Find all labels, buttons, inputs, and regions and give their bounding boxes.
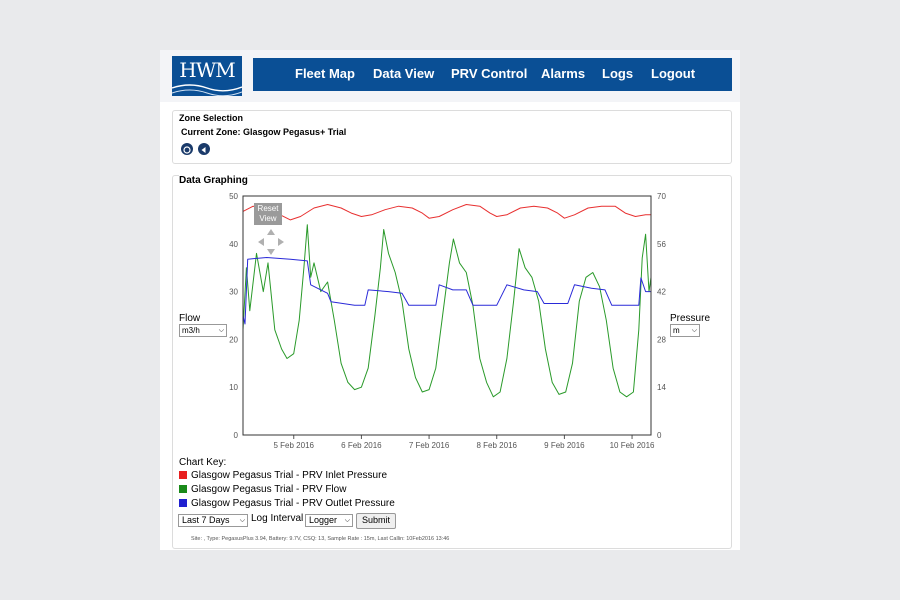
logger-status-text: Site: , Type: PegasusPlus 3.94, Battery:… (191, 536, 450, 542)
page: HWM Fleet Map Data View PRV Control Alar… (160, 50, 740, 550)
date-range-value: Last 7 Days (182, 515, 230, 525)
legend-swatch-blue (179, 499, 187, 507)
y-left-tick-label: 40 (229, 240, 238, 249)
flow-axis-label: Flow (179, 313, 201, 324)
y-left-tick-label: 50 (229, 192, 238, 201)
nav-data-view[interactable]: Data View (373, 66, 435, 81)
y-right-tick-label: 42 (657, 288, 666, 297)
chevron-down-icon: ⌵ (344, 517, 350, 524)
pressure-unit-value: m (673, 326, 680, 335)
x-tick-label: 5 Feb 2016 (274, 441, 315, 450)
date-range-select[interactable]: Last 7 Days ⌵ (178, 514, 248, 527)
chart[interactable]: 0 10 20 30 40 50 0 14 28 42 56 70 5 Feb 2016 6 Feb 20… (173, 176, 731, 456)
plot-border (242, 195, 652, 436)
outlet-pressure-line (242, 257, 651, 325)
submit-button[interactable]: Submit (356, 513, 397, 529)
y-left-tick-label: 10 (229, 383, 238, 392)
logo-wave-icon (172, 84, 242, 96)
x-tick-label: 6 Feb 2016 (341, 441, 382, 450)
zone-selection-panel: Zone Selection Current Zone: Glasgow Peg… (172, 110, 732, 164)
nav-logs[interactable]: Logs (602, 66, 634, 81)
y-right-tick-label: 56 (657, 240, 666, 249)
x-tick-label: 8 Feb 2016 (476, 441, 517, 450)
x-tick-label: 7 Feb 2016 (409, 441, 450, 450)
chevron-down-icon: ⌵ (239, 517, 245, 524)
y-right-tick-label: 28 (657, 335, 666, 344)
chevron-down-icon: ⌵ (691, 327, 697, 334)
data-graphing-title: Data Graphing (179, 175, 248, 186)
legend-item-flow: Glasgow Pegasus Trial - PRV Flow (179, 484, 346, 495)
logo-text: HWM (179, 58, 235, 82)
legend-item-inlet: Glasgow Pegasus Trial - PRV Inlet Pressu… (179, 470, 387, 481)
home-icon (183, 146, 191, 154)
back-arrow-icon (201, 147, 206, 153)
flow-unit-value: m3/h (182, 326, 200, 335)
y-right-tick-label: 0 (657, 431, 662, 440)
log-interval-value: Logger (309, 515, 338, 525)
flow-line (242, 224, 652, 398)
y-left-tick-label: 30 (229, 288, 238, 297)
nav-fleet-map[interactable]: Fleet Map (295, 66, 355, 81)
pressure-axis-label: Pressure (670, 313, 711, 324)
y-left-tick-label: 0 (234, 431, 239, 440)
x-tick-label: 10 Feb 2016 (610, 441, 655, 450)
data-graphing-panel: Data Graphing 0 10 20 30 40 50 0 14 28 42 56 70 5 Fe… (172, 175, 732, 549)
pressure-unit-select[interactable]: m ⌵ (670, 324, 700, 337)
pan-icon[interactable] (257, 228, 285, 256)
legend-label-inlet: Glasgow Pegasus Trial - PRV Inlet Pressu… (191, 470, 388, 481)
inlet-pressure-line (242, 204, 651, 221)
nav-logout[interactable]: Logout (651, 66, 696, 81)
log-interval-label: Log Interval (251, 513, 304, 524)
flow-unit-select[interactable]: m3/h ⌵ (179, 324, 227, 337)
chevron-down-icon: ⌵ (218, 327, 224, 334)
reset-view-button[interactable]: Reset View (254, 203, 282, 225)
log-interval-select[interactable]: Logger ⌵ (305, 514, 353, 527)
nav-prv-control[interactable]: PRV Control (451, 66, 528, 81)
x-tick-label: 9 Feb 2016 (544, 441, 585, 450)
current-zone: Current Zone: Glasgow Pegasus+ Trial (181, 127, 347, 137)
legend-label-outlet: Glasgow Pegasus Trial - PRV Outlet Press… (191, 498, 395, 509)
y-right-tick-label: 70 (657, 192, 666, 201)
y-right-tick-label: 14 (657, 383, 666, 392)
legend-item-outlet: Glasgow Pegasus Trial - PRV Outlet Press… (179, 498, 395, 509)
home-zone-button[interactable] (181, 143, 193, 155)
legend-label-flow: Glasgow Pegasus Trial - PRV Flow (191, 484, 347, 495)
header: HWM Fleet Map Data View PRV Control Alar… (160, 50, 740, 102)
zone-selection-title: Zone Selection (179, 113, 244, 123)
nav-alarms[interactable]: Alarms (541, 66, 586, 81)
plot-area (243, 196, 651, 435)
y-left-tick-label: 20 (229, 335, 238, 344)
back-zone-button[interactable] (198, 143, 210, 155)
legend-swatch-green (179, 485, 187, 493)
chart-key-title: Chart Key: (179, 457, 227, 468)
legend-swatch-red (179, 471, 187, 479)
main-nav: Fleet Map Data View PRV Control Alarms L… (253, 58, 732, 91)
hwm-logo[interactable]: HWM (172, 56, 242, 96)
